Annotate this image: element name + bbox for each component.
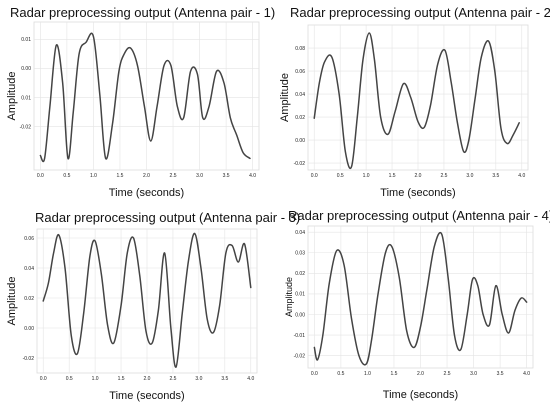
x-tick-label: 3.0	[196, 173, 203, 179]
x-tick-label: 0.0	[311, 173, 318, 179]
x-tick-label: 2.5	[170, 173, 177, 179]
x-tick-label: 4.0	[249, 173, 256, 179]
chart-title: Radar preprocessing output (Antenna pair…	[290, 5, 550, 20]
x-tick-label: 0.0	[40, 376, 47, 382]
y-tick-label: 0.02	[24, 296, 34, 302]
series-line	[39, 32, 251, 163]
chart-svg: 0.0 0.5 1.0 1.5 2.0 2.5 3.0 3.5 4.0 0.01 0.00 0.01 -…	[6, 21, 260, 199]
y-tick-label: -0.02	[23, 356, 35, 362]
x-tick-label: 0.5	[337, 173, 344, 179]
series-line	[313, 32, 520, 170]
x-tick-label: 0.0	[37, 173, 44, 179]
y-tick-label: 0.04	[24, 266, 34, 272]
x-tick-label: 3.5	[223, 173, 230, 179]
x-tick-label: 2.0	[415, 173, 422, 179]
y-axis-label: Amplitude	[6, 277, 18, 326]
y-tick-label: 0.01	[21, 95, 31, 101]
series-line	[42, 232, 252, 368]
x-tick-label: 3.0	[195, 376, 202, 382]
x-tick-label: 4.0	[518, 173, 525, 179]
chart-svg: 0.0 0.5 1.0 1.5 2.0 2.5 3.0 3.5 4.0 -0.02 -0.01 0.0…	[284, 225, 534, 401]
x-tick-label: 3.5	[492, 173, 499, 179]
y-tick-label: -0.02	[294, 161, 306, 167]
x-tick-label: 2.5	[169, 376, 176, 382]
x-tick-label: 0.5	[63, 173, 70, 179]
x-tick-label: 4.0	[523, 371, 530, 377]
y-axis-label: Amplitude	[284, 277, 294, 317]
y-axis-label: Amplitude	[6, 72, 18, 121]
y-tick-label: 0.06	[295, 69, 305, 75]
y-axis-label: Amplitude	[279, 73, 291, 122]
x-tick-label: 2.5	[444, 371, 451, 377]
y-tick-label: 0.01	[295, 292, 305, 298]
y-tick-label: 0.00	[24, 326, 34, 332]
chart-panel-1: Radar preprocessing output (Antenna pair…	[0, 0, 275, 205]
y-tick-label: 0.00	[295, 312, 305, 318]
y-tick-label: -0.02	[20, 124, 32, 130]
x-tick-label: 0.5	[337, 371, 344, 377]
x-tick-label: 3.0	[470, 371, 477, 377]
x-tick-label: 1.5	[390, 371, 397, 377]
x-tick-label: 1.5	[118, 376, 125, 382]
x-tick-label: 2.0	[143, 173, 150, 179]
x-tick-label: 4.0	[247, 376, 254, 382]
y-tick-label: 0.04	[295, 92, 305, 98]
chart-panel-2: Radar preprocessing output (Antenna pair…	[275, 0, 550, 205]
chart-title: Radar preprocessing output (Antenna pair…	[35, 210, 301, 225]
y-tick-label: -0.01	[294, 333, 306, 339]
series-line	[313, 231, 528, 366]
y-tick-label: 0.03	[295, 251, 305, 257]
y-tick-label: 0.04	[295, 230, 305, 236]
chart-svg: 0.0 0.5 1.0 1.5 2.0 2.5 3.0 3.5 4.0 -0.02 0.00 0.02…	[279, 24, 529, 199]
x-axis-label: Time (seconds)	[380, 187, 455, 199]
x-axis-label: Time (seconds)	[109, 390, 184, 402]
x-tick-label: 3.0	[466, 173, 473, 179]
x-tick-label: 0.0	[311, 371, 318, 377]
chart-panel-4: Radar preprocessing output (Antenna pair…	[275, 205, 550, 409]
x-tick-label: 0.5	[66, 376, 73, 382]
x-tick-label: 1.0	[364, 371, 371, 377]
x-tick-label: 2.5	[440, 173, 447, 179]
x-axis-label: Time (seconds)	[109, 187, 184, 199]
y-tick-label: -0.02	[294, 353, 306, 359]
x-tick-label: 1.5	[389, 173, 396, 179]
x-tick-label: 3.5	[221, 376, 228, 382]
x-tick-label: 1.0	[363, 173, 370, 179]
y-tick-label: 0.01	[21, 37, 31, 43]
chart-panel-3: Radar preprocessing output (Antenna pair…	[0, 205, 300, 409]
x-tick-label: 1.5	[116, 173, 123, 179]
y-tick-label: 0.00	[21, 66, 31, 72]
x-tick-label: 3.5	[497, 371, 504, 377]
chart-svg: 0.0 0.5 1.0 1.5 2.0 2.5 3.0 3.5 4.0 -0.02 0.00 0.02…	[6, 228, 258, 402]
x-tick-label: 1.0	[92, 376, 99, 382]
x-axis-label: Time (seconds)	[383, 389, 458, 401]
y-tick-label: 0.08	[295, 46, 305, 52]
x-tick-label: 2.0	[417, 371, 424, 377]
x-tick-label: 1.0	[90, 173, 97, 179]
x-tick-label: 2.0	[144, 376, 151, 382]
y-tick-label: 0.00	[295, 138, 305, 144]
y-tick-label: 0.02	[295, 271, 305, 277]
chart-title: Radar preprocessing output (Antenna pair…	[10, 5, 276, 20]
chart-title: Radar preprocessing output (Antenna pair…	[288, 208, 550, 223]
y-tick-label: 0.02	[295, 115, 305, 121]
y-tick-label: 0.06	[24, 236, 34, 242]
